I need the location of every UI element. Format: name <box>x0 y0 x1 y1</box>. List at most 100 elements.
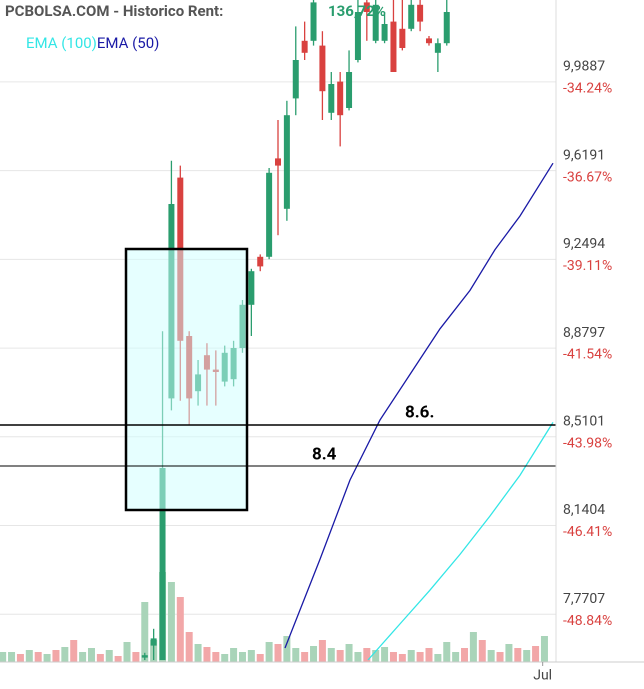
candle-body <box>337 81 344 116</box>
volume-bar <box>8 652 16 662</box>
axes: 9,9887 9,6191 9,2494 8,8797 8,5101 8,1404 7,77… <box>533 59 612 684</box>
candle-body <box>141 655 148 658</box>
subtitle: 136,72% <box>328 2 386 20</box>
legend-entry: EMA (50) <box>97 34 159 52</box>
volume-bar <box>52 650 60 662</box>
volume-bar <box>345 644 353 662</box>
y2-tick-label: -39.11% <box>563 258 612 274</box>
volume-bar <box>452 652 460 662</box>
volume-bar <box>141 602 149 662</box>
volume-bar <box>176 597 184 662</box>
candle-body <box>425 38 432 44</box>
volume-bar <box>105 650 113 662</box>
ema-line <box>367 422 554 661</box>
candle-body <box>390 21 397 73</box>
candle-body <box>354 12 361 60</box>
volume-bar <box>354 652 362 662</box>
y-tick-label: 8,1404 <box>563 502 605 518</box>
volume-bar <box>532 646 540 662</box>
y2-tick-label: -46.41% <box>563 524 612 540</box>
y-tick-label: 8,8797 <box>563 325 605 341</box>
volume-bar <box>70 640 78 662</box>
candle-body <box>150 638 157 646</box>
volume-bar <box>505 644 513 662</box>
volume-bar <box>443 642 451 662</box>
volume-bar <box>34 652 42 662</box>
legend: EMA (100) EMA (50) <box>26 34 159 52</box>
ema-line <box>284 162 554 649</box>
volume-bar <box>292 648 300 662</box>
volume-bar <box>123 642 131 662</box>
candle-body <box>266 172 273 257</box>
volume-bar <box>61 647 69 662</box>
grid <box>0 81 556 615</box>
volume-bar <box>310 646 318 662</box>
y-tick-label: 9,6191 <box>563 147 605 163</box>
volume-bar <box>265 642 273 662</box>
highlight-box <box>124 247 249 512</box>
volume-bar <box>407 650 415 662</box>
volume-bar <box>487 650 495 662</box>
volume-bar <box>114 656 122 662</box>
annotation: 8.6. <box>405 402 434 422</box>
candle-body <box>257 256 264 267</box>
volume-layer <box>0 572 548 662</box>
volume-bar <box>247 650 255 662</box>
volume-bar <box>256 654 264 662</box>
volume-bar <box>514 648 522 662</box>
volume-bar <box>167 582 175 662</box>
annotation: 8.4 <box>312 444 337 464</box>
candle-body <box>301 40 308 53</box>
volume-bar <box>301 652 309 662</box>
volume-bar <box>434 654 442 662</box>
volume-bar <box>25 650 33 662</box>
volume-bar <box>416 652 424 662</box>
candle-body <box>328 84 335 113</box>
volume-bar <box>496 652 504 662</box>
x-tick-label: Jul <box>533 668 552 684</box>
candle-body <box>283 115 290 209</box>
volume-bar <box>87 648 95 662</box>
volume-bar <box>425 648 433 662</box>
volume-bar <box>461 648 469 662</box>
volume-bar <box>185 632 193 662</box>
y2-tick-label: -48.84% <box>563 613 612 629</box>
y2-tick-label: -41.54% <box>563 347 612 363</box>
candle-body <box>408 4 415 29</box>
volume-bar <box>336 650 344 662</box>
volume-bar <box>389 652 397 662</box>
candle-body <box>381 24 388 41</box>
volume-bar <box>221 654 229 662</box>
volume-bar <box>398 654 406 662</box>
candle-body <box>363 2 370 13</box>
volume-bar <box>43 654 51 662</box>
y-tick-label: 7,7707 <box>563 591 605 607</box>
volume-bar <box>79 652 87 662</box>
y-tick-label: 9,9887 <box>563 59 605 75</box>
candle-body <box>417 4 424 22</box>
volume-bar <box>238 652 246 662</box>
volume-bar <box>194 644 202 662</box>
candle-body <box>248 271 255 305</box>
y2-tick-label: -34.24% <box>563 81 612 97</box>
chart-title: PCBOLSA.COM - Historico Rent: <box>5 2 223 20</box>
volume-bar <box>363 648 371 662</box>
volume-bar <box>469 632 477 662</box>
volume-bar <box>540 636 548 662</box>
volume-bar <box>212 652 220 662</box>
volume-bar <box>327 648 335 662</box>
volume-bar <box>230 648 238 662</box>
volume-bar <box>203 647 211 662</box>
candle-body <box>319 45 326 92</box>
volume-bar <box>283 636 291 662</box>
candle-body <box>275 158 281 166</box>
candle-body <box>292 60 299 99</box>
candle-body <box>372 4 379 41</box>
legend-entry: EMA (100) <box>26 34 97 52</box>
candle-body <box>346 72 353 108</box>
volume-bar <box>96 654 104 662</box>
y2-tick-label: -43.98% <box>563 436 612 452</box>
y2-tick-label: -36.67% <box>563 169 612 185</box>
volume-bar <box>132 652 140 662</box>
volume-bar <box>478 640 486 662</box>
